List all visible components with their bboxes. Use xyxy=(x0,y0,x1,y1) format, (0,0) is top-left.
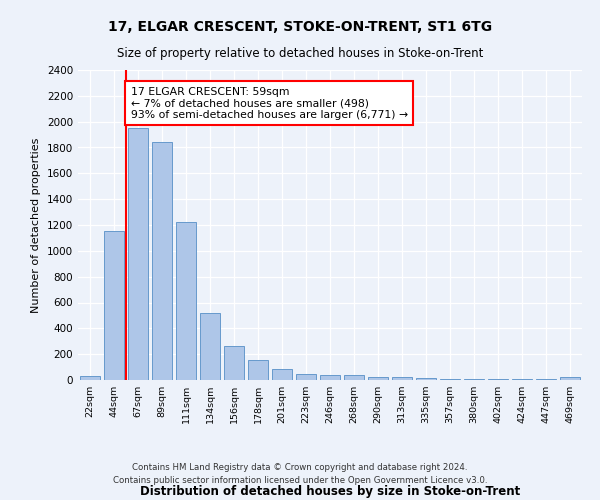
Text: 17 ELGAR CRESCENT: 59sqm
← 7% of detached houses are smaller (498)
93% of semi-d: 17 ELGAR CRESCENT: 59sqm ← 7% of detache… xyxy=(131,87,408,120)
Bar xyxy=(224,346,244,380)
Bar xyxy=(368,378,388,380)
Text: 17, ELGAR CRESCENT, STOKE-ON-TRENT, ST1 6TG: 17, ELGAR CRESCENT, STOKE-ON-TRENT, ST1 … xyxy=(108,20,492,34)
Bar xyxy=(392,378,412,380)
Bar xyxy=(296,374,316,380)
Bar xyxy=(200,313,220,380)
Bar xyxy=(152,142,172,380)
Text: Size of property relative to detached houses in Stoke-on-Trent: Size of property relative to detached ho… xyxy=(117,48,483,60)
Bar xyxy=(272,369,292,380)
Bar xyxy=(440,378,460,380)
Bar xyxy=(104,232,124,380)
Bar xyxy=(344,376,364,380)
Bar xyxy=(464,378,484,380)
Text: Contains HM Land Registry data © Crown copyright and database right 2024.: Contains HM Land Registry data © Crown c… xyxy=(132,464,468,472)
Text: Contains public sector information licensed under the Open Government Licence v3: Contains public sector information licen… xyxy=(113,476,487,485)
Bar xyxy=(416,378,436,380)
Bar xyxy=(176,222,196,380)
Bar xyxy=(488,378,508,380)
Text: Distribution of detached houses by size in Stoke-on-Trent: Distribution of detached houses by size … xyxy=(140,484,520,498)
Bar xyxy=(560,378,580,380)
Bar xyxy=(248,360,268,380)
Bar xyxy=(128,128,148,380)
Bar xyxy=(320,375,340,380)
Y-axis label: Number of detached properties: Number of detached properties xyxy=(31,138,41,312)
Bar xyxy=(80,376,100,380)
